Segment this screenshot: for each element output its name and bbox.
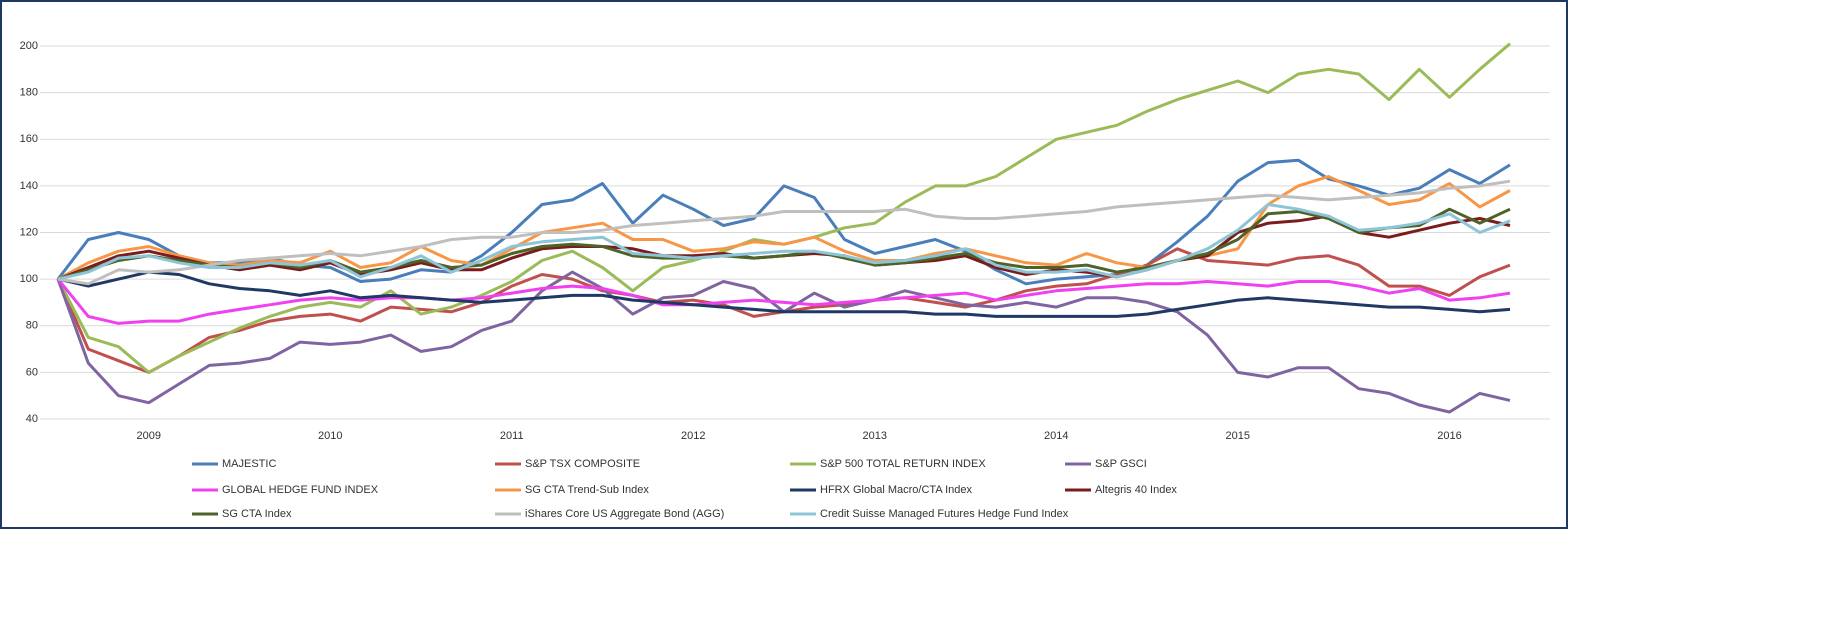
x-tick-label: 2015 [1226,430,1250,442]
legend-label: iShares Core US Aggregate Bond (AGG) [525,508,724,520]
y-tick-label: 180 [20,87,38,99]
x-tick-label: 2010 [318,430,342,442]
y-tick-label: 80 [26,320,38,332]
x-tick-label: 2016 [1437,430,1461,442]
y-tick-label: 120 [20,226,38,238]
series-line [57,203,1511,281]
x-tick-label: 2009 [137,430,161,442]
legend-label: SG CTA Index [222,508,292,520]
legend-label: SG CTA Trend-Sub Index [525,484,649,496]
y-tick-label: 200 [20,40,38,52]
x-tick-label: 2012 [681,430,705,442]
series-line [57,179,1511,286]
series-line [57,207,1511,281]
legend-label: S&P GSCI [1095,458,1147,470]
y-tick-label: 100 [20,273,38,285]
x-tick-label: 2011 [500,430,524,442]
legend-label: MAJESTIC [222,458,276,470]
y-tick-label: 60 [26,366,38,378]
x-tick-label: 2014 [1044,430,1068,442]
x-tick-label: 2013 [863,430,887,442]
legend-label: Credit Suisse Managed Futures Hedge Fund… [820,508,1069,520]
legend-label: S&P 500 TOTAL RETURN INDEX [820,458,986,470]
y-tick-label: 40 [26,413,38,425]
y-tick-label: 160 [20,133,38,145]
series-line [57,270,1511,318]
legend-label: S&P TSX COMPOSITE [525,458,640,470]
legend-label: Altegris 40 Index [1095,484,1177,496]
legend-label: HFRX Global Macro/CTA Index [820,484,973,496]
legend-label: GLOBAL HEDGE FUND INDEX [222,484,379,496]
y-tick-label: 140 [20,180,38,192]
series-line [56,278,1511,325]
